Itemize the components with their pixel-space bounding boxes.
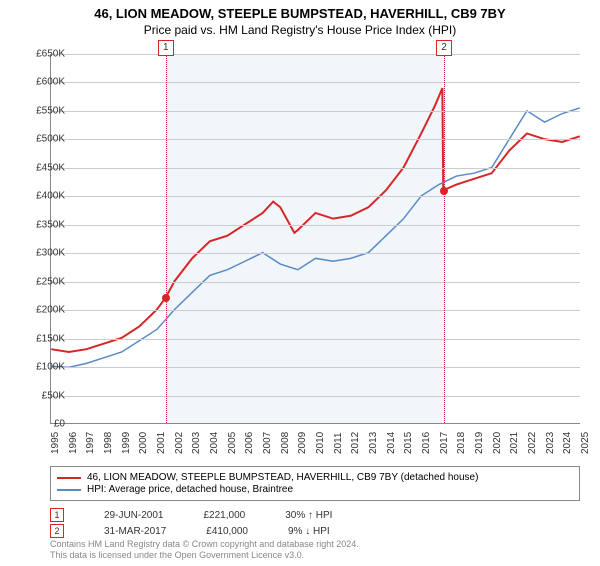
footer-line-1: Contains HM Land Registry data © Crown c… (50, 539, 359, 551)
chart-title: 46, LION MEADOW, STEEPLE BUMPSTEAD, HAVE… (0, 6, 600, 21)
event-delta: 30% ↑ HPI (285, 510, 332, 521)
gridline-h (51, 139, 580, 140)
x-tick-label: 2015 (403, 432, 414, 454)
x-tick-label: 1996 (68, 432, 79, 454)
event-marker-box: 2 (436, 40, 452, 56)
x-tick-label: 2016 (421, 432, 432, 454)
event-date: 31-MAR-2017 (104, 526, 166, 537)
x-tick-label: 2010 (315, 432, 326, 454)
x-tick-label: 2008 (280, 432, 291, 454)
event-row: 1 29-JUN-2001 £221,000 30% ↑ HPI (50, 508, 332, 522)
y-tick-label: £350K (36, 219, 65, 230)
legend-swatch (57, 489, 81, 491)
sale-dot (162, 294, 170, 302)
x-tick-label: 2023 (545, 432, 556, 454)
x-tick-label: 2021 (509, 432, 520, 454)
x-tick-label: 2025 (580, 432, 591, 454)
y-tick-label: £500K (36, 134, 65, 145)
gridline-h (51, 225, 580, 226)
x-tick-label: 2002 (174, 432, 185, 454)
gridline-h (51, 282, 580, 283)
event-vline (444, 54, 445, 423)
y-tick-label: £150K (36, 333, 65, 344)
event-date: 29-JUN-2001 (104, 510, 163, 521)
x-tick-label: 2013 (368, 432, 379, 454)
event-price: £221,000 (203, 510, 245, 521)
event-row: 2 31-MAR-2017 £410,000 9% ↓ HPI (50, 524, 332, 538)
x-tick-label: 2007 (262, 432, 273, 454)
x-tick-label: 2022 (527, 432, 538, 454)
x-tick-label: 2019 (474, 432, 485, 454)
x-tick-label: 2018 (456, 432, 467, 454)
gridline-h (51, 82, 580, 83)
x-tick-label: 1998 (103, 432, 114, 454)
y-tick-label: £400K (36, 191, 65, 202)
y-tick-label: £600K (36, 77, 65, 88)
y-tick-label: £100K (36, 362, 65, 373)
y-tick-label: £300K (36, 248, 65, 259)
y-tick-label: £250K (36, 276, 65, 287)
gridline-h (51, 367, 580, 368)
chart-plot-area: 12 (50, 54, 580, 424)
footer-line-2: This data is licensed under the Open Gov… (50, 550, 359, 562)
gridline-h (51, 111, 580, 112)
y-tick-label: £650K (36, 49, 65, 60)
y-tick-label: £450K (36, 162, 65, 173)
footer-text: Contains HM Land Registry data © Crown c… (50, 539, 359, 562)
sale-dot (440, 187, 448, 195)
x-tick-label: 2020 (492, 432, 503, 454)
event-vline (166, 54, 167, 423)
event-price: £410,000 (206, 526, 248, 537)
chart-subtitle: Price paid vs. HM Land Registry's House … (0, 23, 600, 37)
gridline-h (51, 168, 580, 169)
chart-container: 46, LION MEADOW, STEEPLE BUMPSTEAD, HAVE… (0, 6, 600, 566)
x-tick-label: 2017 (439, 432, 450, 454)
gridline-h (51, 253, 580, 254)
x-tick-label: 2014 (386, 432, 397, 454)
x-tick-label: 2000 (138, 432, 149, 454)
event-num-box: 2 (50, 524, 64, 538)
series-line (51, 88, 580, 352)
chart-legend: 46, LION MEADOW, STEEPLE BUMPSTEAD, HAVE… (50, 466, 580, 501)
x-tick-label: 1997 (85, 432, 96, 454)
gridline-h (51, 396, 580, 397)
event-delta: 9% ↓ HPI (288, 526, 330, 537)
legend-row: HPI: Average price, detached house, Brai… (57, 484, 573, 495)
x-tick-label: 2005 (227, 432, 238, 454)
x-tick-label: 1999 (121, 432, 132, 454)
gridline-h (51, 54, 580, 55)
event-table: 1 29-JUN-2001 £221,000 30% ↑ HPI 2 31-MAR-201… (50, 506, 332, 540)
x-tick-label: 2003 (191, 432, 202, 454)
gridline-h (51, 310, 580, 311)
legend-swatch (57, 477, 81, 479)
x-tick-label: 2012 (350, 432, 361, 454)
x-tick-label: 2001 (156, 432, 167, 454)
event-num-box: 1 (50, 508, 64, 522)
legend-row: 46, LION MEADOW, STEEPLE BUMPSTEAD, HAVE… (57, 472, 573, 483)
gridline-h (51, 196, 580, 197)
y-tick-label: £50K (42, 390, 65, 401)
x-tick-label: 2009 (297, 432, 308, 454)
x-tick-label: 1995 (50, 432, 61, 454)
y-tick-label: £0 (54, 419, 65, 430)
y-tick-label: £550K (36, 105, 65, 116)
gridline-h (51, 339, 580, 340)
legend-label: 46, LION MEADOW, STEEPLE BUMPSTEAD, HAVE… (87, 472, 478, 483)
x-tick-label: 2024 (562, 432, 573, 454)
series-line (51, 108, 580, 367)
event-marker-box: 1 (158, 40, 174, 56)
x-tick-label: 2011 (333, 432, 344, 454)
x-tick-label: 2004 (209, 432, 220, 454)
legend-label: HPI: Average price, detached house, Brai… (87, 484, 293, 495)
x-tick-label: 2006 (244, 432, 255, 454)
y-tick-label: £200K (36, 305, 65, 316)
